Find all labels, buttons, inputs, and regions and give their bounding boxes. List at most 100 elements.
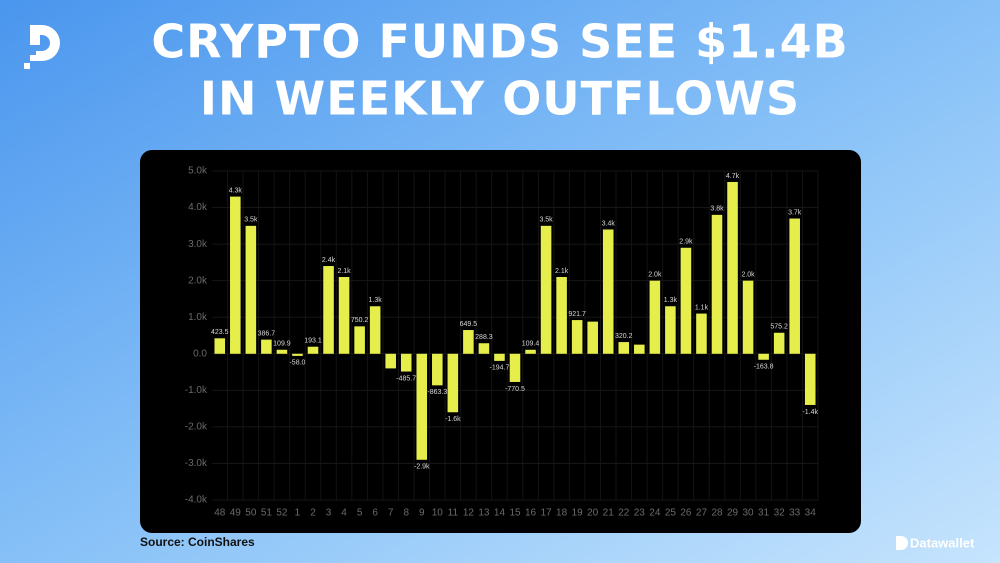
bar: [369, 306, 381, 354]
logo: [24, 25, 60, 69]
value-label: 320.2: [615, 333, 633, 340]
x-tick-label: 19: [572, 508, 584, 519]
x-tick-label: 28: [711, 508, 723, 519]
value-label: 3.4k: [602, 220, 616, 227]
x-tick-label: 21: [603, 508, 615, 519]
bar: [742, 280, 754, 354]
brand: Datawallet: [910, 535, 975, 550]
value-label: -163.8: [754, 364, 774, 371]
bar: [804, 353, 816, 405]
y-tick-label: -4.0k: [185, 495, 208, 506]
value-label: 750.2: [351, 317, 369, 324]
bar: [354, 326, 365, 354]
x-tick-label: 5: [357, 508, 363, 519]
value-label: 2.0k: [648, 272, 662, 279]
x-tick-label: 23: [634, 508, 646, 519]
value-label: 109.9: [273, 341, 291, 348]
x-tick-label: 32: [774, 508, 786, 519]
bar: [307, 346, 319, 354]
x-tick-label: 26: [680, 508, 692, 519]
bar: [261, 339, 272, 354]
value-label: 193.1: [304, 338, 322, 345]
value-label: 423.5: [211, 329, 229, 336]
value-label: -770.5: [505, 386, 525, 393]
bar: [618, 342, 630, 354]
bar: [463, 330, 474, 354]
bar: [711, 214, 723, 354]
x-tick-label: 1: [295, 508, 301, 519]
y-tick-label: 5.0k: [188, 166, 208, 177]
bar: [494, 353, 505, 361]
value-label: 386.7: [258, 330, 276, 337]
value-label: 649.5: [460, 321, 478, 328]
x-tick-label: 18: [556, 508, 568, 519]
value-label: -1.4k: [802, 409, 818, 416]
x-tick-label: 15: [509, 508, 521, 519]
value-label: -1.6k: [445, 416, 461, 423]
y-tick-label: -1.0k: [185, 385, 208, 396]
x-tick-label: 50: [245, 508, 257, 519]
x-tick-label: 48: [214, 508, 226, 519]
x-tick-label: 10: [432, 508, 444, 519]
value-label: -194.7: [490, 365, 510, 372]
bar: [525, 349, 536, 354]
bar: [323, 266, 334, 354]
x-tick-label: 22: [618, 508, 630, 519]
value-label: 921.7: [568, 311, 586, 318]
x-tick-label: 29: [727, 508, 739, 519]
value-label: 1.3k: [664, 297, 678, 304]
x-tick-label: 2: [310, 508, 316, 519]
bar: [696, 313, 707, 354]
bar: [276, 349, 288, 354]
x-tick-label: 16: [525, 508, 537, 519]
bar: [680, 247, 692, 354]
bar: [789, 218, 800, 354]
bar: [400, 353, 412, 372]
value-label: 288.3: [475, 334, 493, 341]
x-tick-label: 7: [388, 508, 394, 519]
value-label: 2.0k: [741, 272, 755, 279]
x-tick-label: 24: [649, 508, 661, 519]
bar: [727, 181, 738, 354]
x-tick-label: 9: [419, 508, 425, 519]
value-label: 3.5k: [539, 217, 553, 224]
y-tick-label: 2.0k: [188, 275, 208, 286]
bar: [447, 353, 459, 413]
x-tick-label: 12: [463, 508, 475, 519]
value-label: 109.4: [522, 341, 540, 348]
value-label: -485.7: [396, 375, 416, 382]
x-tick-label: 8: [403, 508, 409, 519]
bar: [416, 353, 428, 460]
value-label: 3.5k: [244, 217, 258, 224]
value-label: 2.1k: [337, 268, 351, 275]
value-label: 575.2: [770, 324, 788, 331]
brand-logo: [896, 536, 908, 550]
x-tick-label: 14: [494, 508, 506, 519]
value-label: -58.0: [289, 360, 305, 367]
x-tick-label: 27: [696, 508, 708, 519]
x-tick-label: 4: [341, 508, 347, 519]
bar: [385, 353, 396, 369]
bar: [432, 353, 443, 386]
bar: [634, 344, 645, 354]
bar: [556, 277, 567, 354]
x-tick-label: 3: [326, 508, 332, 519]
y-tick-label: -2.0k: [185, 422, 208, 433]
bar: [587, 321, 598, 354]
bar: [540, 225, 552, 354]
chart-panel: [140, 150, 861, 533]
x-tick-label: 17: [541, 508, 553, 519]
x-tick-label: 13: [478, 508, 490, 519]
bar: [758, 353, 769, 360]
value-label: -2.9k: [414, 464, 430, 471]
x-tick-label: 31: [758, 508, 770, 519]
x-tick-label: 6: [372, 508, 378, 519]
value-label: -863.3: [427, 389, 447, 396]
bar: [665, 306, 676, 354]
x-tick-label: 30: [743, 508, 755, 519]
bar: [214, 338, 226, 354]
bar: [245, 225, 257, 354]
x-tick-label: 34: [805, 508, 817, 519]
bar: [602, 229, 614, 354]
